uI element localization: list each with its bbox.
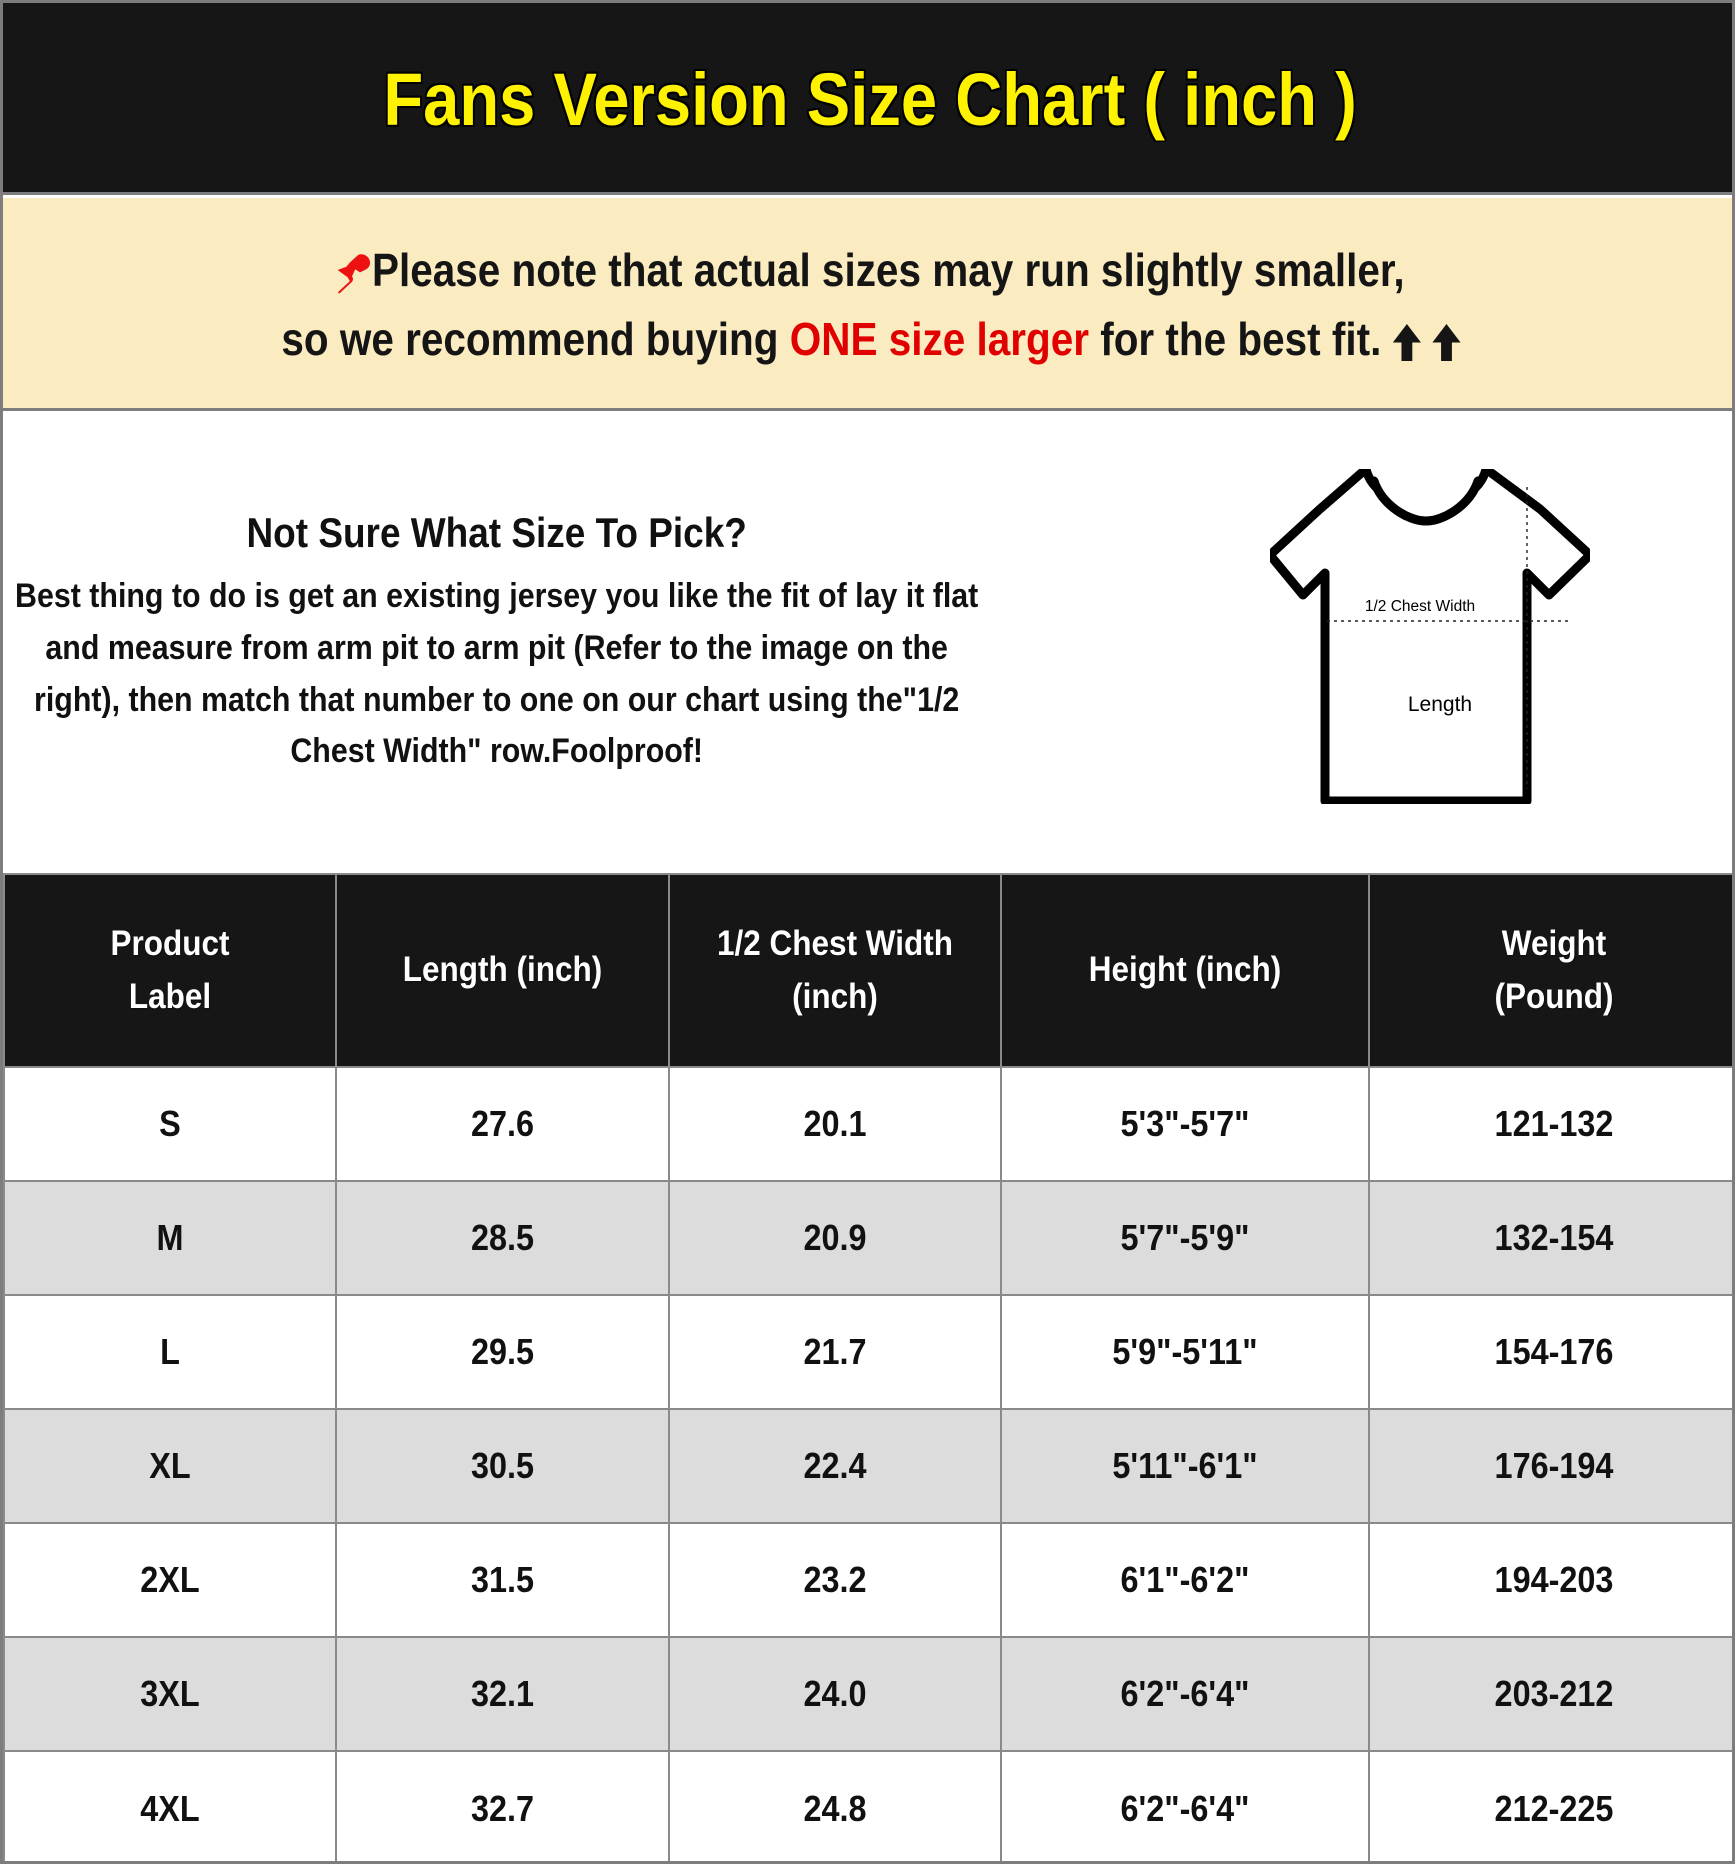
- svg-text:1/2 Chest Width: 1/2 Chest Width: [1365, 598, 1475, 615]
- svg-text:Length: Length: [1408, 693, 1472, 716]
